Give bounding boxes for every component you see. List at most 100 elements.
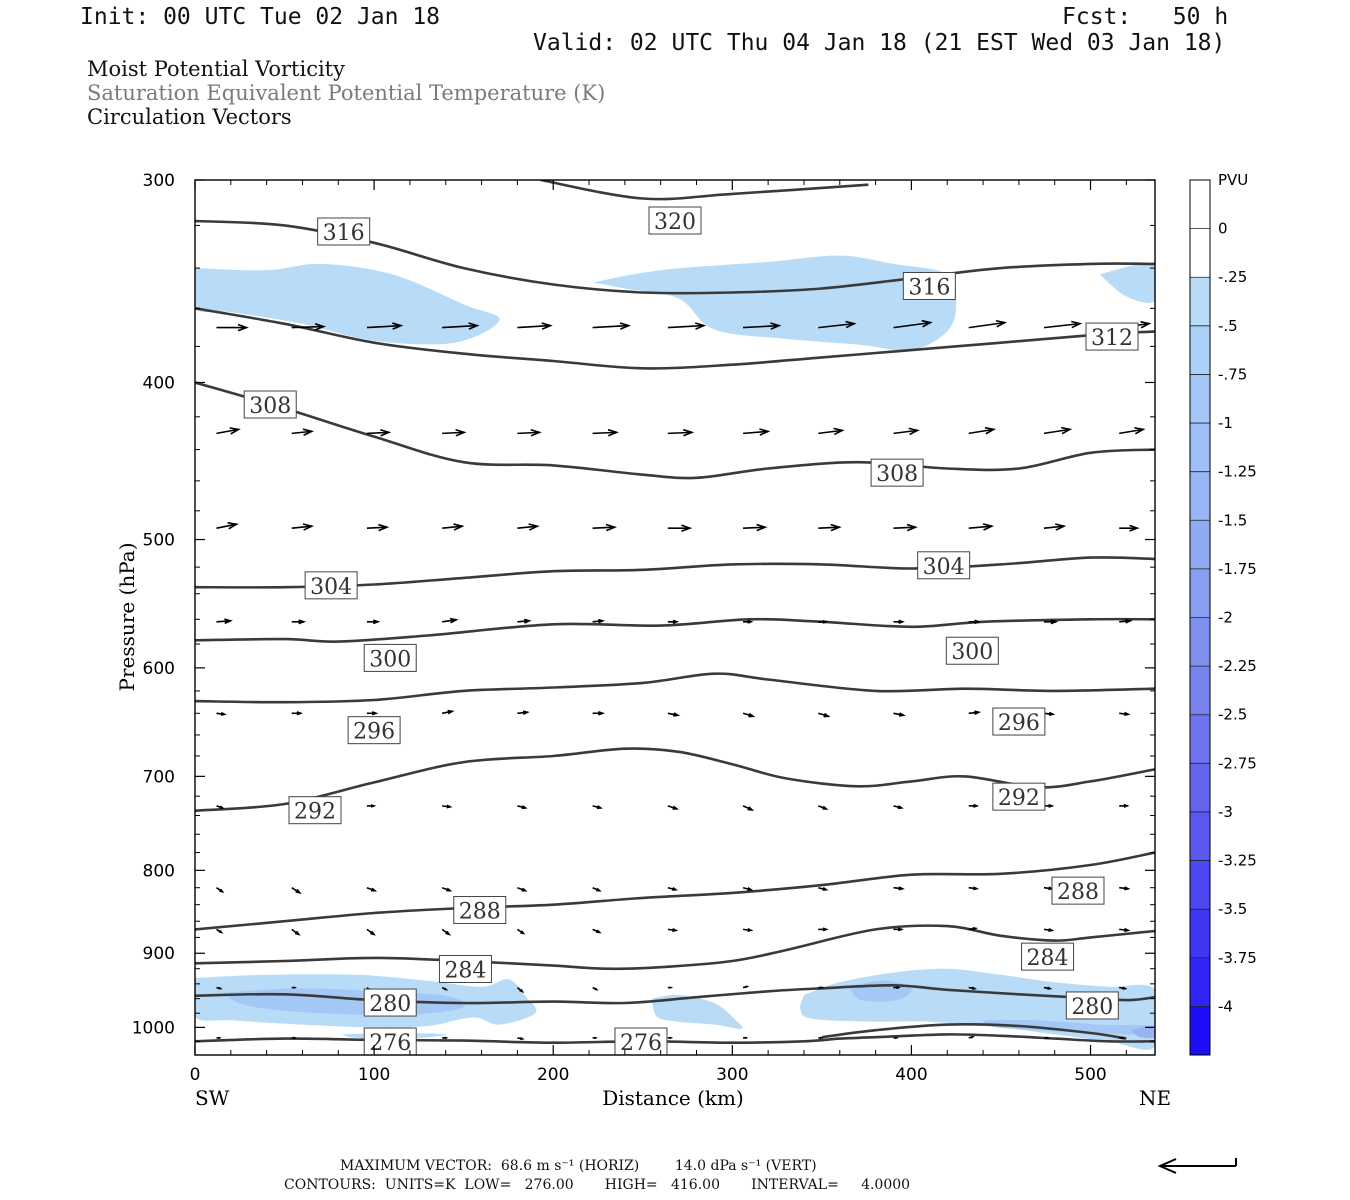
colorbar-label: -3	[1218, 803, 1233, 821]
mpv-region	[592, 255, 957, 351]
vector-head	[1125, 618, 1133, 624]
forecast-hour: Fcst: 50 h	[1062, 4, 1229, 30]
vector-head	[1050, 619, 1059, 625]
contour-label-box	[945, 636, 999, 665]
colorbar-label: -1	[1218, 414, 1233, 432]
vector-head	[830, 523, 842, 532]
vector-head	[1124, 927, 1131, 933]
vector-shaft	[968, 321, 1005, 329]
vector-head	[1045, 1036, 1051, 1040]
vector-head	[973, 886, 980, 891]
colorbar-swatch	[1190, 520, 1210, 569]
vector-head	[1071, 320, 1083, 329]
plot-frame	[194, 179, 1156, 1056]
vector-head	[672, 886, 679, 891]
colorbar-swatch	[1190, 180, 1210, 229]
vector-head	[294, 930, 301, 936]
vector-shaft	[366, 324, 401, 329]
contour-label-box	[317, 217, 371, 246]
vector-head	[894, 1036, 899, 1040]
vector-head	[897, 805, 904, 810]
vector-shaft	[893, 429, 918, 435]
vector-head	[756, 523, 768, 532]
vector-head	[745, 985, 750, 989]
colorbar-swatch	[1190, 957, 1210, 1007]
contour-304	[195, 556, 1155, 589]
vector-head	[468, 322, 480, 330]
contour-276	[195, 1033, 1155, 1045]
vector-shaft	[818, 429, 843, 435]
vector-shaft	[743, 324, 780, 329]
vector-shaft	[442, 619, 457, 623]
contour-label-box	[453, 896, 507, 925]
vector-head	[1048, 928, 1055, 932]
vector-head	[392, 322, 404, 330]
x-tick-label: 100	[358, 1065, 390, 1085]
vector-head	[446, 887, 453, 892]
vector-head	[444, 987, 449, 991]
vector-head	[380, 428, 392, 437]
vector-head	[845, 320, 857, 329]
field-title-theta-es: Saturation Equivalent Potential Temperat…	[87, 81, 606, 105]
contour-288	[195, 851, 1155, 931]
vector-head	[673, 712, 681, 717]
vector-head	[607, 428, 619, 437]
x-axis-title: Distance (km)	[602, 1086, 744, 1110]
vector-head	[822, 927, 829, 932]
contour-label-box	[992, 707, 1046, 736]
vector-head	[298, 619, 307, 625]
vector-shaft	[592, 324, 629, 329]
vector-head	[694, 322, 707, 330]
vector-head	[974, 710, 982, 715]
vector-head	[1134, 426, 1146, 435]
mpv-region	[195, 263, 500, 345]
vector-head	[681, 524, 693, 532]
vector-head	[759, 428, 771, 436]
vector-shaft	[291, 325, 324, 329]
contour-label-box	[902, 271, 956, 300]
contour-label: 308	[249, 394, 291, 419]
init-time: Init: 00 UTC Tue 02 Jan 18	[80, 4, 441, 30]
vector-head	[819, 1036, 824, 1040]
colorbar-label: -.5	[1218, 317, 1238, 335]
contour-label: 300	[369, 647, 411, 672]
vector-head	[455, 428, 467, 437]
vector-head	[217, 1036, 222, 1040]
vector-shaft	[893, 526, 916, 529]
vector-head	[369, 930, 376, 936]
vector-shaft	[442, 525, 463, 529]
vector-shaft	[517, 431, 540, 435]
vector-shaft	[592, 431, 617, 435]
colorbar-label: -.25	[1218, 268, 1247, 286]
contour-label-box	[648, 206, 702, 235]
colorbar-swatch	[1190, 811, 1210, 861]
vector-head	[971, 986, 978, 990]
contour-300	[195, 617, 1155, 643]
vector-head	[1055, 523, 1067, 531]
vector-head	[453, 523, 465, 531]
vector-shaft	[818, 526, 840, 529]
contour-label: 296	[353, 720, 395, 745]
colorbar-label: -3.25	[1218, 852, 1257, 870]
vector-shaft	[968, 428, 994, 435]
vector-head	[302, 523, 315, 531]
vector-head	[378, 523, 390, 532]
colorbar-frame	[1189, 179, 1211, 1056]
vector-head	[296, 711, 304, 716]
vector-head	[295, 888, 302, 894]
y-tick-label: 500	[143, 531, 175, 551]
vector-head	[906, 523, 918, 532]
y-tick-label: 600	[143, 659, 175, 679]
vector-head	[1123, 803, 1130, 808]
vector-head	[520, 930, 526, 935]
vector-head	[224, 618, 233, 625]
vector-head	[822, 805, 829, 810]
colorbar-swatch	[1190, 471, 1210, 521]
vector-head	[594, 1036, 598, 1040]
contour-label: 308	[876, 462, 918, 487]
vector-head	[1060, 426, 1073, 435]
vector-head	[229, 427, 241, 435]
colorbar-label: -1.5	[1218, 511, 1247, 529]
vector-shaft	[818, 322, 855, 329]
